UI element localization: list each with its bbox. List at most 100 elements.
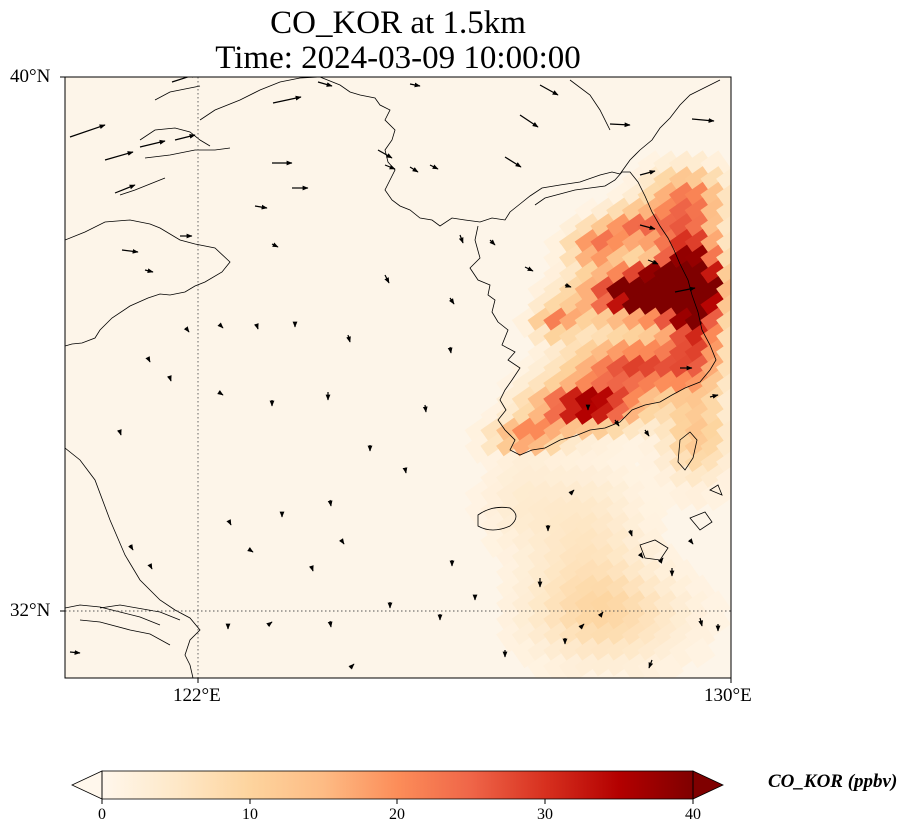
wind-arrow <box>117 429 122 436</box>
wind-arrow <box>174 133 196 141</box>
wind-arrow <box>687 538 694 545</box>
wind-arrow <box>429 164 439 170</box>
wind-arrow <box>266 621 273 628</box>
concentration-cell <box>732 433 763 464</box>
wind-arrow <box>226 519 232 526</box>
wind-arrow <box>144 268 154 274</box>
wind-arrow <box>568 489 575 496</box>
concentration-cell <box>732 323 763 354</box>
wind-arrow <box>597 611 604 618</box>
wind-arrow <box>504 156 522 168</box>
wind-arrow <box>69 650 81 655</box>
wind-arrow <box>384 274 390 284</box>
wind-arrow <box>69 124 106 138</box>
wind-arrow <box>402 467 408 474</box>
wind-arrow <box>449 297 455 305</box>
wind-arrow <box>578 623 585 630</box>
wind-arrow <box>327 620 333 628</box>
concentration-cell <box>653 653 684 678</box>
concentration-cell <box>732 276 763 307</box>
wind-arrow <box>458 234 464 244</box>
concentration-cell <box>700 606 731 637</box>
wind-arrow <box>339 538 345 545</box>
concentration-cell <box>684 637 716 669</box>
concentration-cell <box>732 418 763 449</box>
wind-arrow <box>698 617 704 627</box>
wind-arrow <box>272 95 302 104</box>
wind-arrow <box>145 356 151 363</box>
wind-arrow <box>104 151 134 161</box>
wind-arrow <box>183 326 190 333</box>
concentration-cell <box>732 308 763 339</box>
wind-arrow <box>327 499 333 507</box>
wind-arrow <box>217 390 224 396</box>
concentration-cell <box>606 668 637 678</box>
concentration-cell <box>716 464 731 496</box>
wind-arrow <box>637 552 644 559</box>
wind-arrow <box>709 393 719 399</box>
concentration-cell <box>732 339 763 370</box>
colorbar-label: CO_KOR (ppbv) <box>768 771 898 792</box>
colorbar-tick-0: 0 <box>98 806 106 823</box>
colorbar-min-extend <box>71 770 103 800</box>
wind-arrow <box>128 544 134 551</box>
wind-arrow <box>647 259 659 265</box>
wind-arrow <box>121 248 139 254</box>
wind-arrow <box>409 82 421 88</box>
concentration-cell <box>700 480 731 512</box>
concentration-cell <box>732 229 763 260</box>
wind-arrow <box>377 149 393 159</box>
concentration-cell <box>732 245 763 276</box>
title-line-1: CO_KOR at 1.5km <box>270 5 526 41</box>
wind-arrow <box>422 404 428 413</box>
wind-arrow <box>524 266 534 272</box>
lon-label-122e: 122°E <box>173 685 221 706</box>
wind-arrow <box>639 224 656 230</box>
wind-arrow <box>171 77 198 83</box>
wind-arrow <box>447 346 453 354</box>
wind-arrow <box>644 429 650 437</box>
lon-label-130e: 130°E <box>704 685 752 706</box>
concentration-cell <box>732 182 763 213</box>
wind-arrow <box>648 659 654 669</box>
wind-arrow <box>691 118 715 123</box>
wind-arrow <box>489 239 496 246</box>
wind-arrow <box>674 286 696 293</box>
axis-ticks <box>60 76 732 683</box>
wind-arrow <box>167 375 172 382</box>
concentration-cell <box>732 260 763 291</box>
wind-arrow <box>564 283 572 288</box>
colorbar-tick-40: 40 <box>685 806 701 823</box>
lat-label-40n: 40°N <box>10 66 51 87</box>
concentration-cell <box>732 370 763 401</box>
concentration-cell <box>732 292 763 323</box>
wind-arrow <box>254 323 259 330</box>
wind-arrow <box>519 114 539 128</box>
wind-arrow <box>309 565 314 572</box>
colorbar-tick-20: 20 <box>389 806 405 823</box>
map-frame <box>64 76 732 679</box>
wind-arrow <box>217 322 224 329</box>
wind-arrow <box>271 242 279 248</box>
colorbar <box>71 770 724 804</box>
wind-arrow <box>139 139 166 148</box>
wind-arrow <box>628 529 633 537</box>
wind-arrow <box>247 547 254 553</box>
wind-arrow <box>409 166 419 173</box>
wind-arrow <box>348 663 355 670</box>
concentration-cell <box>732 213 763 244</box>
colorbar-max-extend <box>692 770 724 800</box>
wind-arrow <box>539 84 559 96</box>
wind-arrow <box>384 164 396 170</box>
concentration-field <box>464 150 763 678</box>
wind-arrow <box>609 122 631 128</box>
wind-arrow <box>147 563 153 570</box>
colorbar-tick-30: 30 <box>537 806 553 823</box>
coastlines <box>65 77 723 678</box>
concentration-cell <box>732 198 763 229</box>
wind-arrow <box>254 204 268 210</box>
title-line-2: Time: 2024-03-09 10:00:00 <box>215 40 581 76</box>
wind-arrow <box>657 557 664 564</box>
wind-arrow <box>317 81 333 87</box>
